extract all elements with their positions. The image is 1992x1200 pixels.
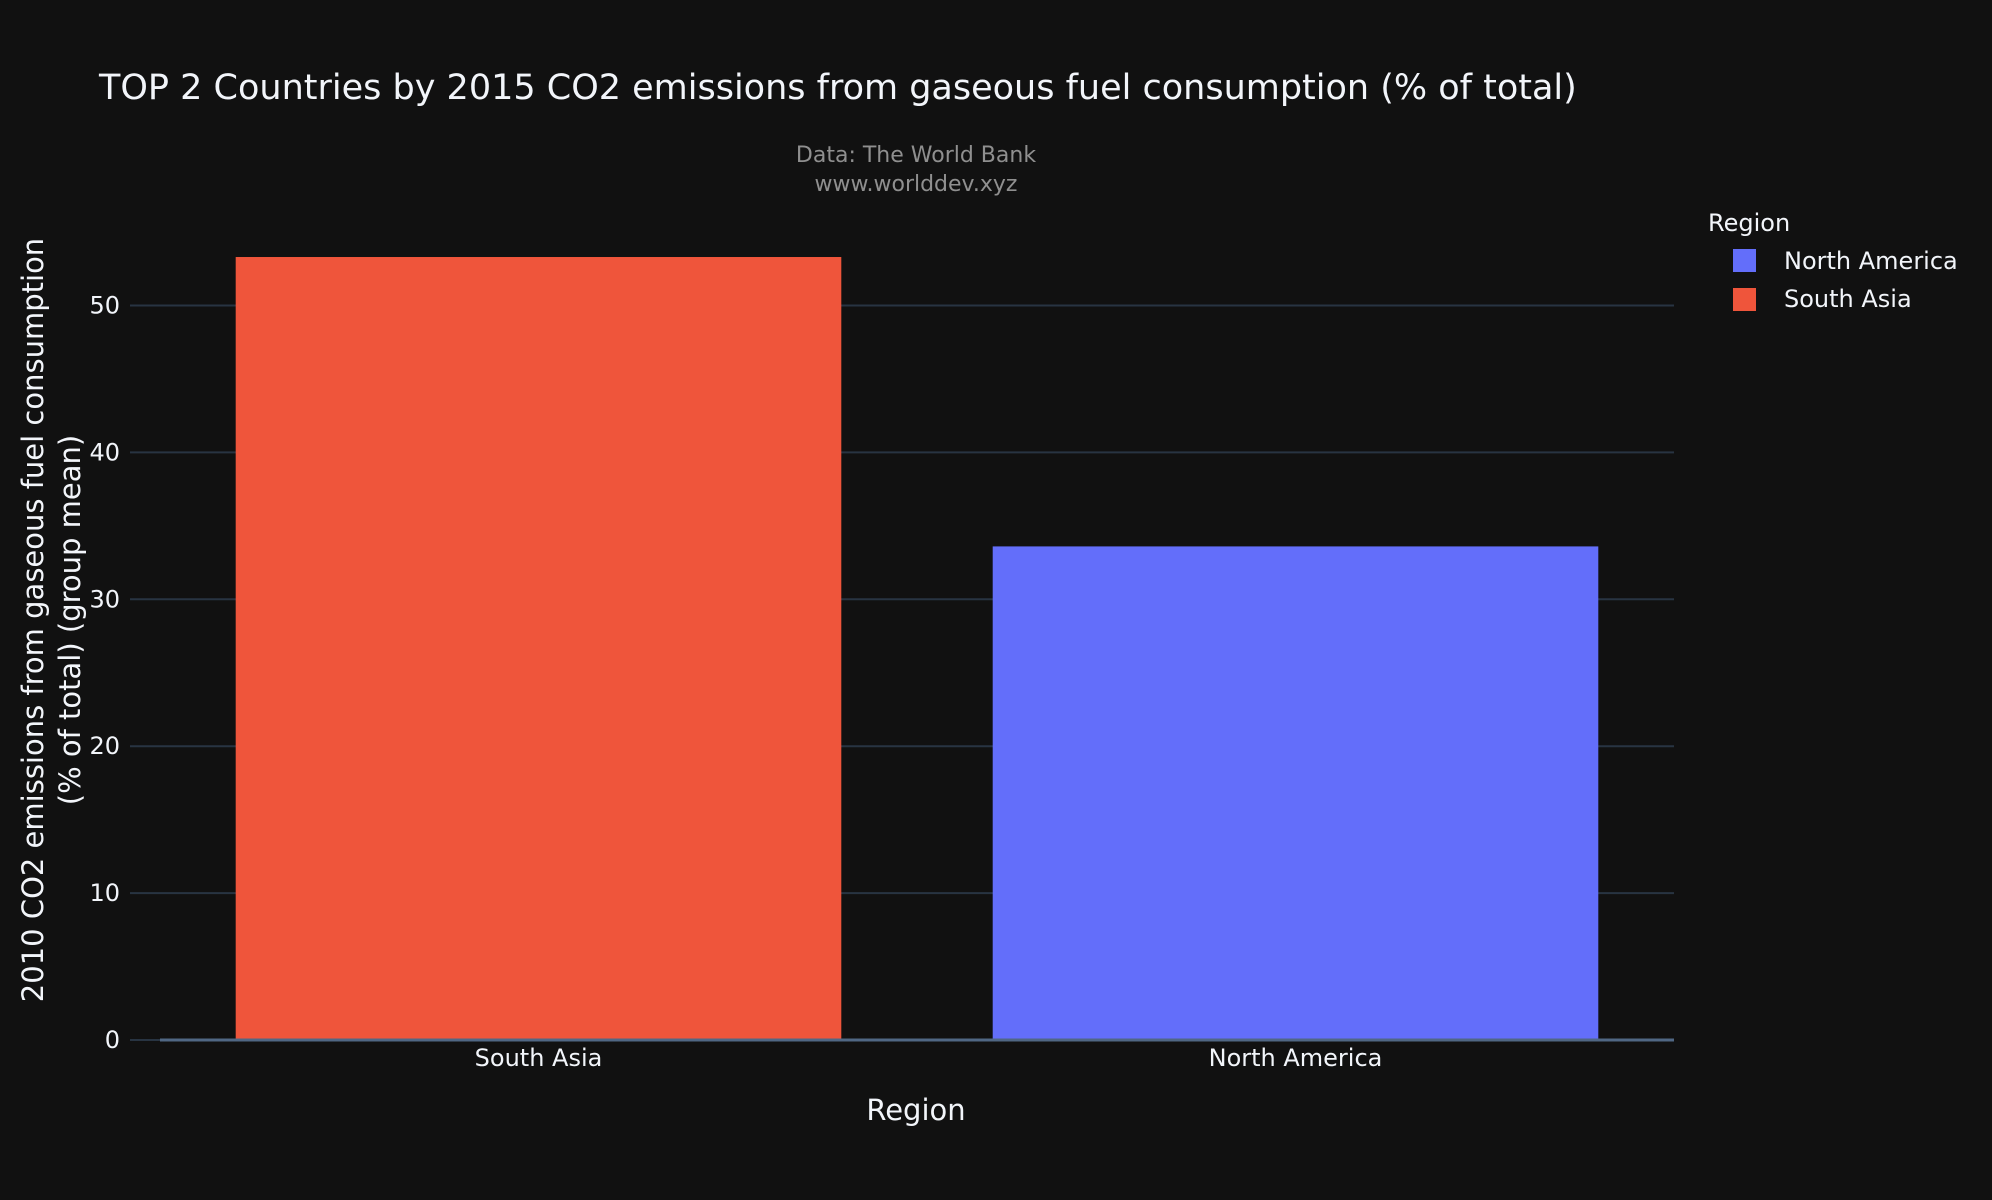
x-tick-label-south-asia: South Asia <box>475 1044 603 1072</box>
chart-title: TOP 2 Countries by 2015 CO2 emissions fr… <box>98 68 1577 108</box>
y-axis-title-line-2: (% of total) (group mean) <box>53 435 87 805</box>
chart-subtitle-url: www.worlddev.xyz <box>815 172 1018 197</box>
legend-swatch-north-america <box>1733 249 1756 272</box>
bars <box>235 257 1599 1040</box>
legend-label-south-asia: South Asia <box>1784 285 1912 313</box>
y-tick-label-20: 20 <box>89 732 120 760</box>
legend-item-north-america[interactable]: North America <box>1733 247 1958 275</box>
legend-title: Region <box>1708 209 1790 237</box>
y-tick-label-10: 10 <box>89 879 120 907</box>
legend-label-north-america: North America <box>1784 247 1958 275</box>
legend: Region North America South Asia <box>1708 209 1958 313</box>
y-tick-label-0: 0 <box>105 1026 120 1054</box>
x-axis-title: Region <box>866 1093 965 1127</box>
x-tick-label-north-america: North America <box>1209 1044 1383 1072</box>
bar-north-america[interactable] <box>992 546 1599 1040</box>
legend-swatch-south-asia <box>1733 288 1756 311</box>
x-axis-ticks: South Asia North America <box>475 1044 1383 1072</box>
y-tick-label-50: 50 <box>89 291 120 319</box>
chart-subtitle-source: Data: The World Bank <box>796 143 1036 168</box>
y-axis-title-group: 2010 CO2 emissions from gaseous fuel con… <box>16 238 87 1002</box>
y-axis-title-line-1: 2010 CO2 emissions from gaseous fuel con… <box>16 238 50 1002</box>
y-axis-ticks: 0 10 20 30 40 50 <box>89 291 160 1054</box>
y-tick-label-40: 40 <box>89 438 120 466</box>
y-tick-label-30: 30 <box>89 585 120 613</box>
legend-item-south-asia[interactable]: South Asia <box>1733 285 1912 313</box>
bar-south-asia[interactable] <box>235 257 842 1040</box>
